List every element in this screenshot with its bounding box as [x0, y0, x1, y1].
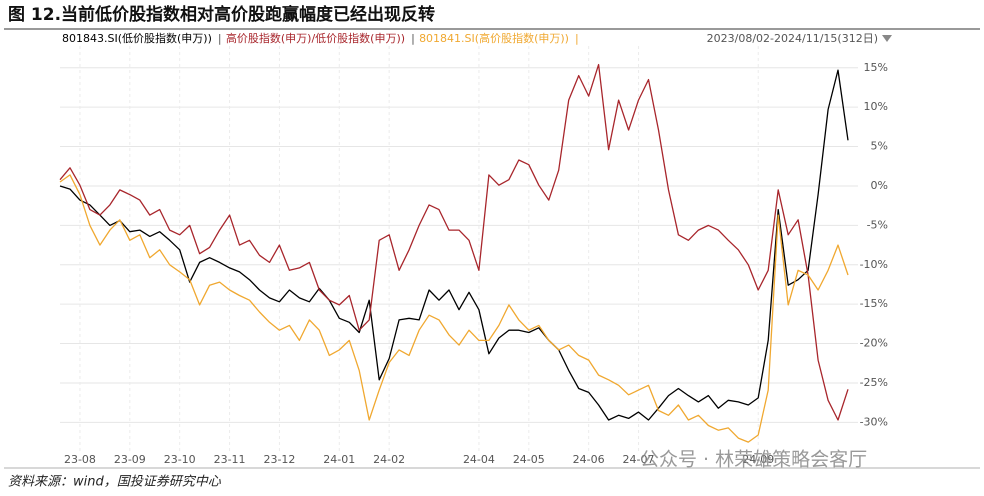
x-tick-label: 24-07 [623, 453, 655, 466]
plot: -30% -25% -20% -15% -10% -5% 0% 5% 10% 15% 23-08 23… [59, 32, 888, 466]
source: 资料来源：wind，国投证券研究中心 [8, 474, 222, 490]
x-tick-label: 23-10 [164, 453, 196, 466]
x-tick-label: 24-09 [742, 453, 774, 466]
legend-separator: | [218, 32, 222, 45]
y-tick-label: -5% [867, 218, 888, 231]
legend-entry: 801841.SI(高价股指数(申万)) [419, 31, 569, 45]
y-tick-label: -20% [860, 337, 888, 350]
x-tick-label: 24-05 [513, 453, 545, 466]
series-line [59, 174, 849, 443]
legend-entry: 高价股指数(申万)/低价股指数(申万)) [226, 31, 405, 45]
date-range: 2023/08/02-2024/11/15(312日) [707, 32, 878, 45]
legend-separator: | [575, 32, 579, 45]
x-tick-label: 23-08 [64, 453, 96, 466]
dropdown-icon[interactable] [882, 35, 892, 42]
watermark: 公众号 · 林荣雄策略会客厅 [640, 449, 867, 471]
y-tick-label: 10% [864, 100, 888, 113]
x-tick-label: 23-11 [214, 453, 246, 466]
chart-title: 图 12.当前低价股指数相对高价股跑赢幅度已经出现反转 [8, 4, 435, 25]
legend-separator: | [411, 32, 415, 45]
y-tick-label: -10% [860, 258, 888, 271]
y-tick-label: 15% [864, 61, 888, 74]
x-tick-label: 24-06 [573, 453, 605, 466]
x-tick-label: 23-12 [263, 453, 295, 466]
y-tick-label: -30% [860, 415, 888, 428]
y-tick-label: 5% [871, 140, 888, 153]
y-tick-label: -15% [860, 297, 888, 310]
y-tick-label: -25% [860, 376, 888, 389]
legend-entry: 801843.SI(低价股指数(申万)) [62, 31, 212, 45]
x-tick-label: 23-09 [114, 453, 146, 466]
x-tick-label: 24-01 [323, 453, 355, 466]
x-tick-label: 24-02 [373, 453, 405, 466]
x-tick-label: 24-04 [463, 453, 495, 466]
y-tick-label: 0% [871, 179, 888, 192]
series-line [59, 63, 849, 421]
series-line [59, 69, 849, 421]
